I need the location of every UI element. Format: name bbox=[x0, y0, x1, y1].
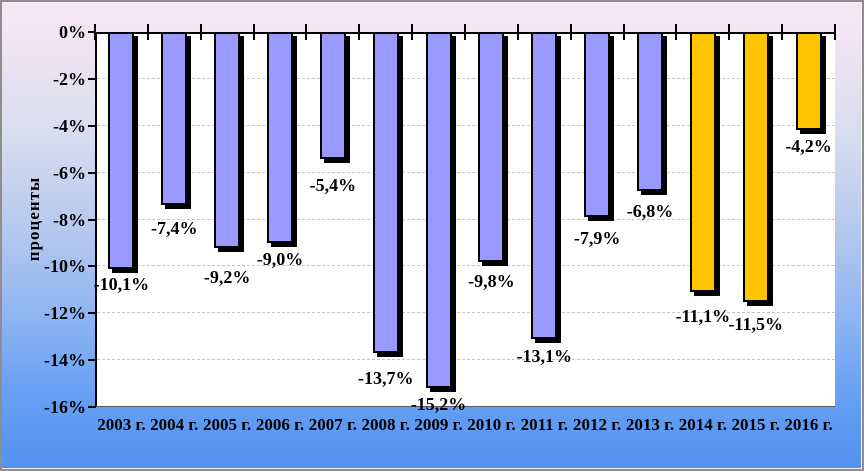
value-label: -11,5% bbox=[728, 313, 783, 334]
x-axis-tick bbox=[834, 24, 836, 40]
y-axis-tick bbox=[88, 359, 96, 362]
bar bbox=[637, 32, 663, 192]
value-label: -7,4% bbox=[151, 218, 198, 239]
x-tick-label: 2011 г. bbox=[520, 415, 568, 434]
y-axis-tick bbox=[88, 171, 96, 174]
bar bbox=[689, 32, 716, 293]
y-axis-tick bbox=[88, 406, 96, 408]
y-tick-label: -16% bbox=[44, 397, 86, 417]
y-tick-label: -14% bbox=[44, 350, 86, 371]
bar bbox=[478, 32, 505, 262]
value-label: -4,2% bbox=[785, 136, 832, 157]
x-tick-label: 2010 г. bbox=[467, 415, 516, 434]
y-axis-tick bbox=[88, 124, 96, 127]
y-axis-tick bbox=[88, 312, 96, 315]
x-axis-tick bbox=[358, 24, 361, 40]
value-label: -6,8% bbox=[626, 201, 674, 222]
x-tick-label: 2007 г. bbox=[308, 415, 357, 434]
x-axis-tick bbox=[94, 24, 96, 40]
bar bbox=[584, 32, 611, 218]
x-axis-tick bbox=[464, 24, 466, 40]
y-tick-label: -4% bbox=[53, 115, 86, 136]
bar bbox=[742, 32, 769, 302]
value-label: -5,4% bbox=[309, 174, 357, 195]
bar bbox=[319, 32, 346, 159]
gridline bbox=[97, 312, 835, 314]
x-axis-tick bbox=[411, 24, 414, 40]
y-tick-label: -2% bbox=[53, 68, 86, 89]
x-tick-label: 2004 г. bbox=[150, 415, 199, 434]
y-tick-label: -6% bbox=[53, 162, 86, 183]
x-tick-label: 2003 г. bbox=[97, 415, 146, 434]
bar bbox=[267, 32, 293, 243]
x-tick-label: 2015 г. bbox=[731, 415, 780, 434]
y-tick-label: -10% bbox=[44, 256, 86, 277]
gridline bbox=[97, 124, 835, 126]
x-axis-tick bbox=[675, 24, 678, 40]
value-label: -13,1% bbox=[516, 346, 573, 367]
bar bbox=[372, 32, 399, 354]
y-axis-tick bbox=[88, 265, 96, 268]
x-tick-label: 2016 г. bbox=[784, 415, 833, 434]
gridline bbox=[97, 265, 835, 267]
x-tick-label: 2009 г. bbox=[414, 415, 463, 434]
value-label: -7,9% bbox=[573, 228, 621, 249]
x-tick-label: 2008 г. bbox=[361, 415, 410, 434]
bar bbox=[108, 32, 135, 269]
value-label: -15,2% bbox=[410, 394, 467, 415]
y-tick-label: -8% bbox=[53, 209, 86, 230]
bar bbox=[425, 32, 452, 389]
value-label: -11,1% bbox=[675, 306, 731, 327]
x-axis-tick bbox=[146, 24, 149, 40]
gridline bbox=[97, 218, 835, 220]
gridline bbox=[97, 77, 835, 79]
value-label: -9,2% bbox=[203, 266, 251, 287]
x-tick-label: 2006 г. bbox=[255, 415, 305, 434]
x-axis-tick bbox=[516, 24, 519, 40]
value-label: -13,7% bbox=[357, 368, 414, 389]
x-axis-tick bbox=[781, 24, 784, 40]
x-tick-label: 2014 г. bbox=[678, 415, 727, 434]
x-tick-label: 2012 г. bbox=[572, 415, 622, 434]
bar bbox=[214, 32, 241, 248]
value-label: -9,0% bbox=[256, 248, 304, 269]
x-tick-label: 2005 г. bbox=[202, 415, 252, 434]
x-tick-label: 2013 г. bbox=[625, 415, 675, 434]
gridline bbox=[97, 359, 835, 361]
x-axis-tick bbox=[728, 24, 731, 40]
bar bbox=[161, 32, 188, 206]
y-axis-tick bbox=[88, 31, 96, 33]
value-label: -10,1% bbox=[93, 273, 150, 294]
bar bbox=[531, 32, 558, 340]
y-tick-label: -12% bbox=[44, 303, 86, 324]
y-tick-label: 0% bbox=[59, 22, 86, 42]
bar bbox=[795, 32, 822, 131]
x-axis-tick bbox=[252, 24, 255, 40]
gridline bbox=[97, 171, 835, 173]
x-axis-tick bbox=[622, 24, 625, 40]
x-axis-tick bbox=[199, 24, 202, 40]
y-axis-tick bbox=[88, 77, 96, 80]
value-label: -9,8% bbox=[468, 270, 515, 291]
y-axis-tick bbox=[88, 218, 96, 221]
x-axis-tick bbox=[305, 24, 308, 40]
x-axis-tick bbox=[569, 24, 572, 40]
